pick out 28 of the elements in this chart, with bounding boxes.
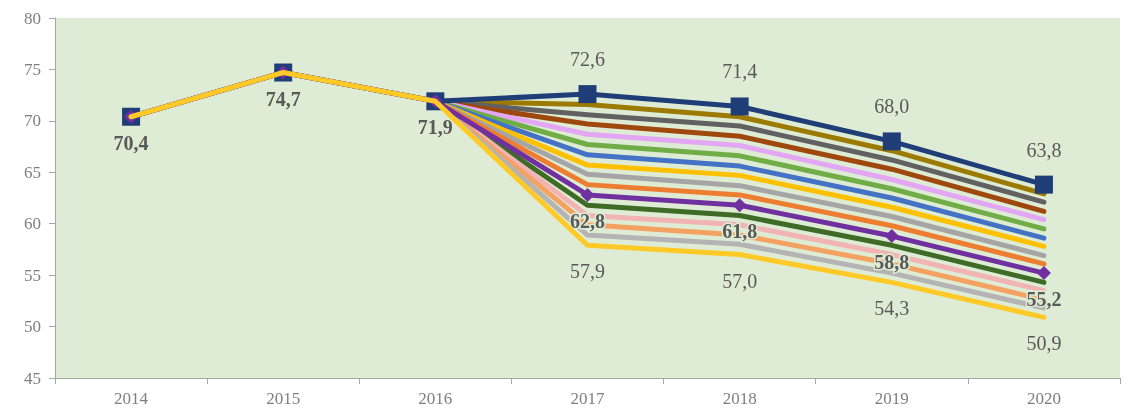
data-label: 57,0 [722,269,758,292]
data-label: 72,6 [570,48,605,71]
y-tick-label: 70 [24,111,41,131]
data-label: 71,4 [722,60,758,83]
y-tick-label: 75 [24,59,41,79]
x-tick-label: 2017 [570,389,605,408]
data-label: 70,4 [113,131,149,154]
data-label: 63,8 [1026,138,1062,161]
y-tick-label: 50 [24,317,41,337]
y-tick-label: 45 [24,368,41,388]
y-tick-label: 65 [24,162,41,182]
x-tick-label: 2018 [722,389,757,408]
y-tick-label: 80 [24,8,41,28]
data-label: 54,3 [874,297,910,320]
data-label: 71,9 [417,116,453,139]
data-label: 68,0 [874,95,910,118]
x-tick-label: 2014 [114,389,149,408]
data-label: 55,2 [1026,288,1062,311]
data-label: 50,9 [1026,332,1062,355]
x-tick-label: 2015 [266,389,301,408]
x-tick-label: 2016 [418,389,453,408]
data-label: 74,7 [265,87,301,110]
y-tick-label: 60 [24,214,41,234]
x-tick-label: 2020 [1026,389,1061,408]
data-label: 57,9 [570,260,605,283]
x-tick-label: 2019 [874,389,909,408]
y-tick-label: 55 [24,265,41,285]
data-label: 58,8 [874,251,910,274]
